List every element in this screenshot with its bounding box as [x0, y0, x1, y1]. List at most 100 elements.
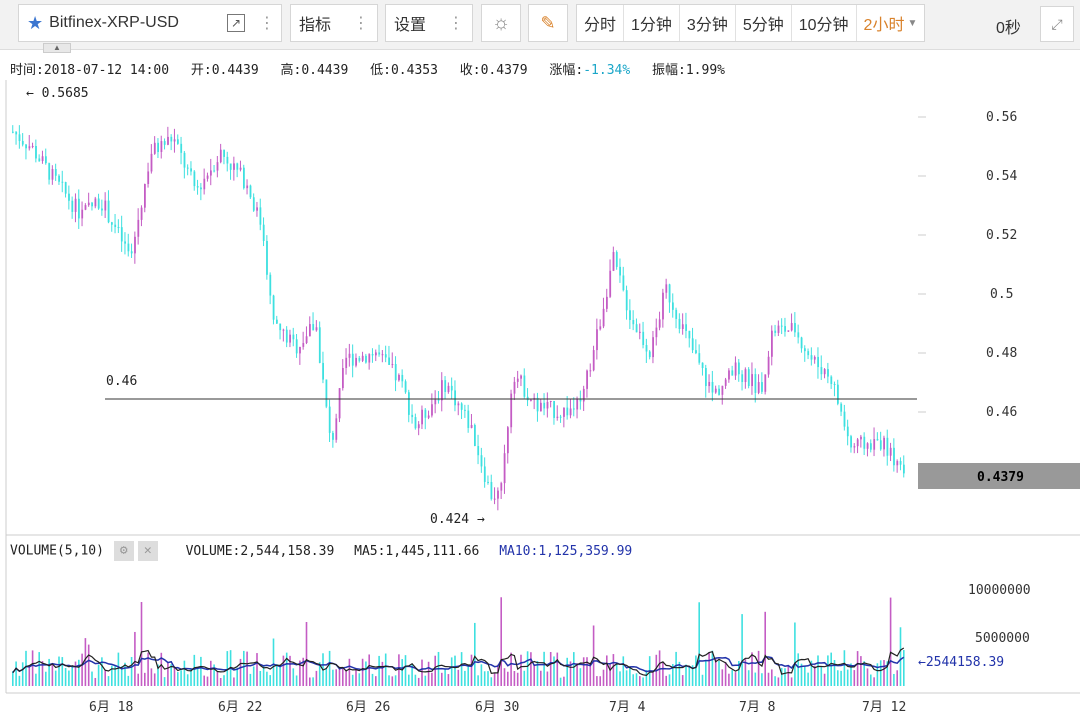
candle-body [299, 346, 301, 354]
indicator-more-icon[interactable]: ⋮ [353, 15, 369, 32]
candle-body [787, 330, 790, 332]
volume-bar [764, 611, 766, 686]
volume-bar [348, 658, 351, 686]
ohlc-info: 时间:2018-07-12 14:00 开:0.4439 高:0.4439 低:… [10, 59, 739, 78]
volume-bar [889, 597, 892, 686]
period-10m[interactable]: 10分钟 [792, 5, 857, 41]
star-icon[interactable]: ★ [27, 12, 44, 33]
candle-body [87, 202, 90, 206]
candle-body [648, 351, 651, 358]
symbol-selector[interactable]: ★ Bitfinex-XRP-USD ↗ ⋮ ▲ [18, 4, 282, 53]
period-tick[interactable]: 分时 [577, 5, 625, 41]
candle-body [305, 336, 308, 343]
period-5m[interactable]: 5分钟 [736, 5, 792, 41]
theme-sun-icon[interactable]: ☼ [481, 4, 521, 42]
candle-body [569, 408, 572, 416]
volume-bar [444, 668, 446, 686]
candle-body [576, 399, 579, 410]
volume-bar [104, 670, 106, 686]
external-link-icon[interactable]: ↗ [227, 14, 245, 32]
volume-bar [487, 671, 489, 686]
candle-body [12, 131, 14, 133]
volume-bar [434, 655, 436, 686]
candle-body [790, 323, 793, 331]
candle-body [226, 156, 229, 164]
period-3m[interactable]: 3分钟 [680, 5, 736, 41]
candle-body [652, 337, 654, 358]
volume-bar [252, 666, 255, 686]
period-2h[interactable]: 2小时 ▼ [857, 5, 925, 41]
volume-bar [338, 669, 341, 686]
candle-body [137, 219, 140, 237]
candle-body [120, 227, 123, 242]
candle-body [45, 156, 47, 164]
candle-body [533, 397, 536, 400]
volume-bar [886, 661, 889, 686]
candle-body [678, 318, 681, 329]
candle-body [394, 364, 397, 381]
period-2h-label: 2小时 [863, 17, 905, 34]
countdown: 0秒 [996, 20, 1021, 37]
volume-bar [71, 665, 73, 686]
candle-body [520, 375, 522, 379]
volume-bar [856, 651, 859, 686]
volume-bar [368, 654, 370, 686]
collapse-arrow-icon[interactable]: ▲ [43, 43, 71, 53]
settings-button[interactable]: 设置 ⋮ [385, 4, 473, 42]
volume-bar [639, 676, 641, 686]
candle-body [411, 414, 414, 418]
volume-bar [705, 659, 707, 686]
candle-body [879, 440, 882, 450]
current-price-tag [918, 463, 1080, 489]
volume-bar [490, 677, 493, 686]
volume-bar [342, 668, 344, 686]
volume-bar [292, 668, 295, 686]
candle-body [292, 334, 295, 340]
candle-body [493, 498, 496, 500]
volume-bar [500, 597, 502, 686]
candle-body [408, 392, 410, 415]
indicator-button[interactable]: 指标 ⋮ [290, 4, 378, 42]
volume-bar [137, 673, 139, 686]
candle-body [272, 295, 275, 320]
candle-body [190, 168, 192, 172]
candle-body [302, 342, 305, 347]
candle-body [573, 408, 575, 410]
candle-body [233, 163, 235, 170]
candle-body [516, 378, 519, 382]
info-amplitude: 振幅:1.99% [652, 63, 725, 78]
volume-bar [823, 673, 826, 686]
candle-body [840, 403, 843, 412]
candle-body [332, 432, 334, 440]
candle-body [500, 483, 503, 491]
candle-body [450, 385, 453, 391]
date-tick: 7月 8 [739, 700, 775, 713]
candle-body [78, 198, 80, 219]
volume-bar [236, 667, 238, 686]
candle-body [444, 380, 447, 392]
volume-bar [309, 677, 311, 686]
settings-more-icon[interactable]: ⋮ [448, 15, 464, 32]
candle-body [361, 355, 364, 361]
candle-body [21, 140, 24, 145]
candle-body [642, 331, 645, 346]
draw-pencil-icon[interactable]: ✎ [528, 4, 568, 42]
candle-body [111, 222, 113, 225]
volume-bar [688, 666, 691, 686]
candle-body [794, 323, 796, 333]
fullscreen-icon[interactable]: ⤢ [1040, 6, 1074, 42]
candle-body [830, 376, 833, 384]
date-tick: 7月 4 [609, 700, 646, 713]
volume-bar [708, 652, 710, 686]
candle-body [375, 352, 377, 356]
period-1m[interactable]: 1分钟 [624, 5, 680, 41]
volume-bar [38, 652, 40, 686]
volume-bar [355, 667, 357, 686]
gear-icon[interactable]: ⚙ [113, 541, 134, 561]
volume-title: VOLUME(5,10) [10, 543, 104, 559]
candle-body [615, 252, 618, 267]
close-icon[interactable]: ✕ [137, 541, 158, 561]
more-icon[interactable]: ⋮ [259, 15, 275, 32]
volume-bar [493, 673, 496, 686]
